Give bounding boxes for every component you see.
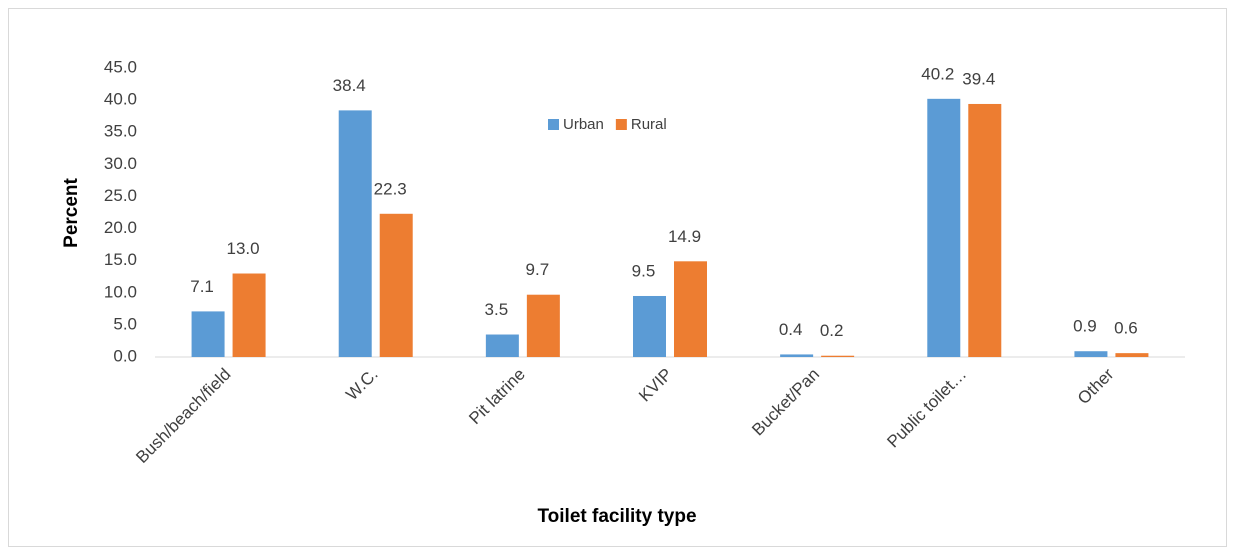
value-label: 0.9 <box>1073 317 1097 336</box>
bar <box>338 110 372 358</box>
value-label: 13.0 <box>227 239 260 258</box>
bar <box>968 103 1002 357</box>
y-tick-label: 10.0 <box>104 282 137 301</box>
value-label: 38.4 <box>333 76 366 95</box>
value-label: 22.3 <box>374 179 407 198</box>
y-tick-label: 15.0 <box>104 250 137 269</box>
bar <box>927 98 961 358</box>
bar <box>1115 353 1149 357</box>
y-tick-label: 40.0 <box>104 90 137 109</box>
legend-swatch <box>615 119 627 130</box>
bar <box>821 355 855 357</box>
bar <box>232 273 266 357</box>
legend-label: Rural <box>631 116 667 133</box>
y-tick-label: 25.0 <box>104 186 137 205</box>
y-tick-label: 30.0 <box>104 154 137 173</box>
y-tick-label: 0.0 <box>113 346 137 365</box>
bar <box>1074 351 1108 357</box>
y-tick-label: 35.0 <box>104 122 137 141</box>
value-label: 14.9 <box>668 227 701 246</box>
x-axis-title: Toilet facility type <box>537 506 696 527</box>
value-label: 39.4 <box>962 69 995 88</box>
y-tick-label: 45.0 <box>104 57 137 76</box>
bar <box>485 334 519 357</box>
value-label: 7.1 <box>190 277 214 296</box>
bar <box>526 294 560 357</box>
chart-border <box>8 8 1227 547</box>
bar <box>674 261 707 357</box>
bar <box>633 295 666 357</box>
legend-swatch <box>548 119 559 130</box>
y-axis-title: Percent <box>61 177 82 247</box>
legend-label: Urban <box>563 116 604 133</box>
bar <box>379 213 413 357</box>
value-label: 40.2 <box>921 64 954 83</box>
value-label: 0.6 <box>1114 319 1138 338</box>
value-label: 9.7 <box>526 260 550 279</box>
bar <box>191 311 225 357</box>
y-tick-label: 20.0 <box>104 218 137 237</box>
value-label: 3.5 <box>485 300 509 319</box>
y-tick-label: 5.0 <box>113 314 137 333</box>
value-label: 0.2 <box>820 321 844 340</box>
value-label: 9.5 <box>632 261 656 280</box>
bar <box>780 354 814 357</box>
value-label: 0.4 <box>779 320 803 339</box>
